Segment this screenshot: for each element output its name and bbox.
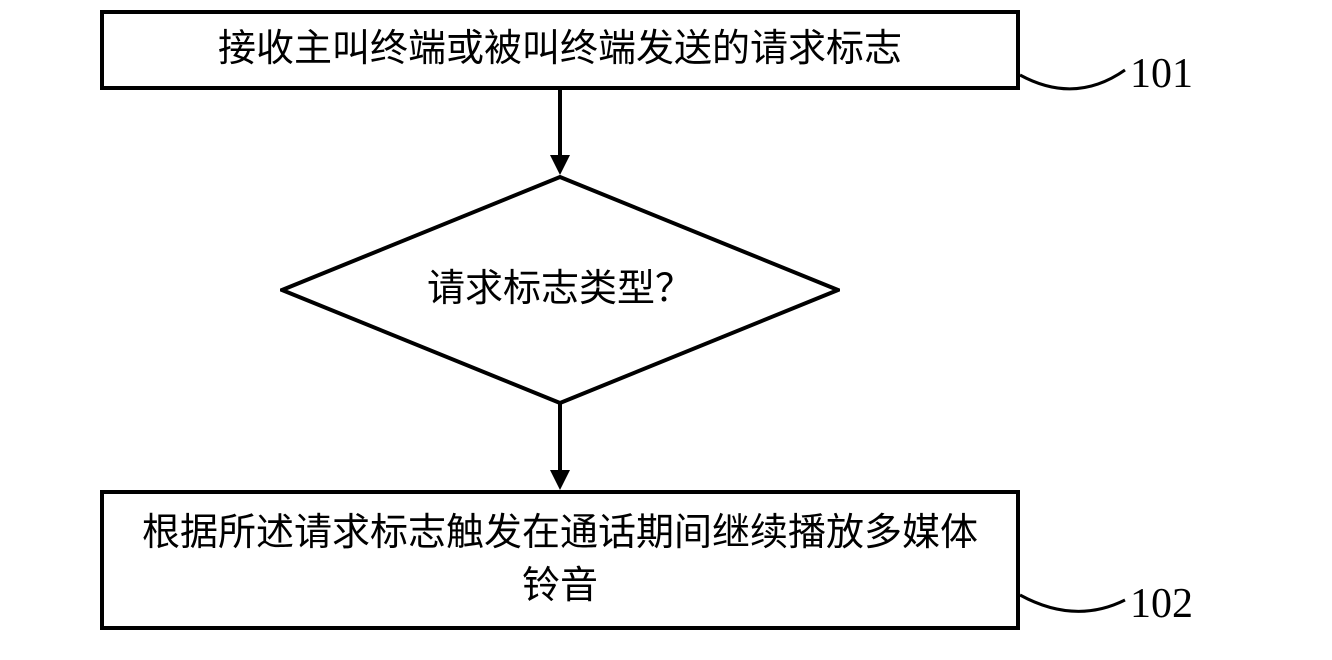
- arrow-2: [540, 403, 580, 493]
- decision-text: 请求标志类型？: [427, 263, 693, 316]
- flowchart-diagram: 接收主叫终端或被叫终端发送的请求标志 请求标志类型？ 根据所述请求标志触发在通话…: [0, 0, 1332, 660]
- step2-text: 根据所述请求标志触发在通话期间继续播放多媒体铃音: [124, 507, 996, 613]
- step2-box: 根据所述请求标志触发在通话期间继续播放多媒体铃音: [100, 490, 1020, 630]
- step1-text: 接收主叫终端或被叫终端发送的请求标志: [218, 23, 902, 76]
- label-102: 102: [1130, 580, 1193, 628]
- step1-box: 接收主叫终端或被叫终端发送的请求标志: [100, 10, 1020, 90]
- label-curve-101: [1015, 50, 1135, 110]
- arrow-1: [540, 90, 580, 178]
- label-101: 101: [1130, 50, 1193, 98]
- label-curve-102: [1015, 575, 1135, 635]
- decision-diamond: 请求标志类型？: [280, 175, 840, 405]
